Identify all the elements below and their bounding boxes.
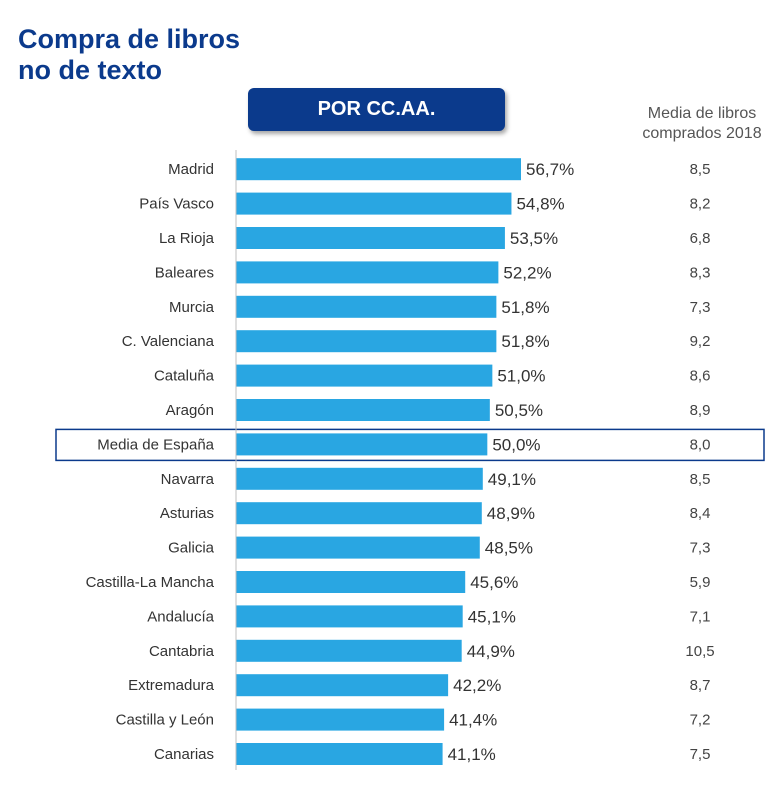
category-label-aragon: Aragón (166, 402, 214, 419)
value-label-castilla-y-leon: 41,4% (449, 711, 497, 730)
category-label-navarra: Navarra (161, 471, 215, 488)
media-libros-galicia: 7,3 (690, 540, 711, 557)
value-label-aragon: 50,5% (495, 401, 543, 420)
category-label-cantabria: Cantabria (149, 643, 215, 660)
category-label-extremadura: Extremadura (128, 677, 215, 694)
region-badge: POR CC.AA. (248, 88, 505, 131)
media-libros-canarias: 7,5 (690, 746, 711, 763)
highlight-box-media-de-espana (55, 428, 765, 462)
value-label-cataluna: 51,0% (497, 367, 545, 386)
value-label-pais-vasco: 54,8% (516, 195, 564, 214)
media-libros-castilla-la-mancha: 5,9 (690, 574, 711, 591)
value-label-navarra: 49,1% (488, 470, 536, 489)
media-libros-navarra: 8,5 (690, 471, 711, 488)
bar-cataluna (236, 364, 493, 387)
media-libros-cantabria: 10,5 (685, 643, 714, 660)
category-label-c-valenciana: C. Valenciana (122, 333, 215, 350)
bar-media-de-espana (236, 433, 488, 456)
media-libros-c-valenciana: 9,2 (690, 333, 711, 350)
category-label-andalucia: Andalucía (147, 608, 214, 625)
chart-title-line-1: Compra de libros (18, 24, 241, 54)
category-label-canarias: Canarias (154, 746, 214, 763)
media-libros-cataluna: 8,6 (690, 368, 711, 385)
category-label-la-rioja: La Rioja (159, 230, 215, 247)
media-libros-media-de-espana: 8,0 (690, 436, 711, 453)
category-label-castilla-la-mancha: Castilla-La Mancha (86, 574, 215, 591)
bar-pais-vasco (236, 192, 512, 215)
media-libros-asturias: 8,4 (690, 505, 711, 522)
media-libros-murcia: 7,3 (690, 299, 711, 316)
value-label-cantabria: 44,9% (467, 642, 515, 661)
column-header-line-2: comprados 2018 (642, 125, 762, 142)
media-libros-madrid: 8,5 (690, 161, 711, 178)
value-label-madrid: 56,7% (526, 160, 574, 179)
value-label-asturias: 48,9% (487, 504, 535, 523)
category-label-pais-vasco: País Vasco (139, 196, 214, 213)
bar-asturias (236, 502, 482, 525)
category-label-murcia: Murcia (169, 299, 215, 316)
bar-extremadura (236, 674, 449, 697)
media-libros-extremadura: 8,7 (690, 677, 711, 694)
bar-aragon (236, 399, 490, 421)
value-label-canarias: 41,1% (448, 745, 496, 764)
category-label-cataluna: Cataluña (154, 368, 215, 385)
media-libros-aragon: 8,9 (690, 402, 711, 419)
bar-canarias (236, 743, 443, 765)
media-libros-la-rioja: 6,8 (690, 230, 711, 247)
media-libros-baleares: 8,3 (690, 264, 711, 281)
bar-navarra (236, 467, 483, 490)
bar-murcia (236, 295, 497, 318)
category-label-baleares: Baleares (155, 264, 214, 281)
chart-title-line-2: no de texto (18, 55, 163, 85)
value-label-extremadura: 42,2% (453, 676, 501, 695)
value-label-media-de-espana: 50,0% (492, 435, 540, 454)
media-libros-andalucia: 7,1 (690, 608, 711, 625)
bar-castilla-la-mancha (236, 571, 466, 593)
value-label-baleares: 52,2% (503, 263, 551, 282)
category-label-media-de-espana: Media de España (97, 436, 214, 453)
value-label-andalucia: 45,1% (468, 607, 516, 626)
bar-la-rioja (236, 227, 505, 249)
media-libros-castilla-y-leon: 7,2 (690, 712, 711, 729)
value-label-castilla-la-mancha: 45,6% (470, 573, 518, 592)
category-label-asturias: Asturias (160, 505, 214, 522)
value-label-murcia: 51,8% (501, 298, 549, 317)
bar-castilla-y-leon (236, 708, 445, 731)
bar-cantabria (236, 639, 462, 662)
category-label-castilla-y-leon: Castilla y León (116, 712, 214, 729)
value-label-c-valenciana: 51,8% (501, 332, 549, 351)
category-label-madrid: Madrid (168, 161, 214, 178)
media-libros-pais-vasco: 8,2 (690, 196, 711, 213)
bar-madrid (236, 158, 521, 181)
value-label-la-rioja: 53,5% (510, 229, 558, 248)
column-header-line-1: Media de libros (647, 105, 757, 122)
value-label-galicia: 48,5% (485, 539, 533, 558)
bar-galicia (236, 536, 480, 559)
category-label-galicia: Galicia (168, 540, 215, 557)
column-header: Media de libros comprados 2018 (632, 104, 770, 144)
bar-andalucia (236, 605, 463, 628)
chart-title: Compra de libros no de texto (18, 24, 240, 86)
bar-baleares (236, 261, 499, 284)
bar-c-valenciana (236, 330, 497, 353)
